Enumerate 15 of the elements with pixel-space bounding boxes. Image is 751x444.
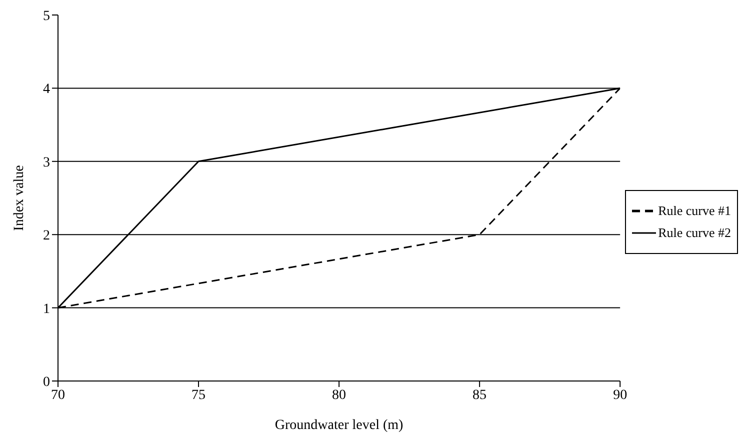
y-tick-label: 2 (43, 228, 50, 244)
x-tick-label: 80 (332, 388, 346, 403)
y-tick-label: 1 (43, 302, 50, 317)
x-tick-label: 70 (51, 388, 65, 403)
y-tick-label: 3 (43, 155, 50, 170)
x-tick-label: 75 (192, 388, 206, 403)
legend-label: Rule curve #2 (658, 225, 731, 241)
x-tick-label: 90 (613, 388, 628, 403)
y-tick-label: 4 (43, 82, 50, 98)
y-tick-label: 0 (43, 374, 50, 390)
y-axis-title: Index value (12, 165, 27, 231)
legend-label: Rule curve #1 (658, 203, 731, 219)
y-tick-label: 5 (43, 8, 50, 24)
x-tick-label: 85 (472, 388, 487, 403)
x-axis-title: Groundwater level (m) (274, 418, 404, 433)
